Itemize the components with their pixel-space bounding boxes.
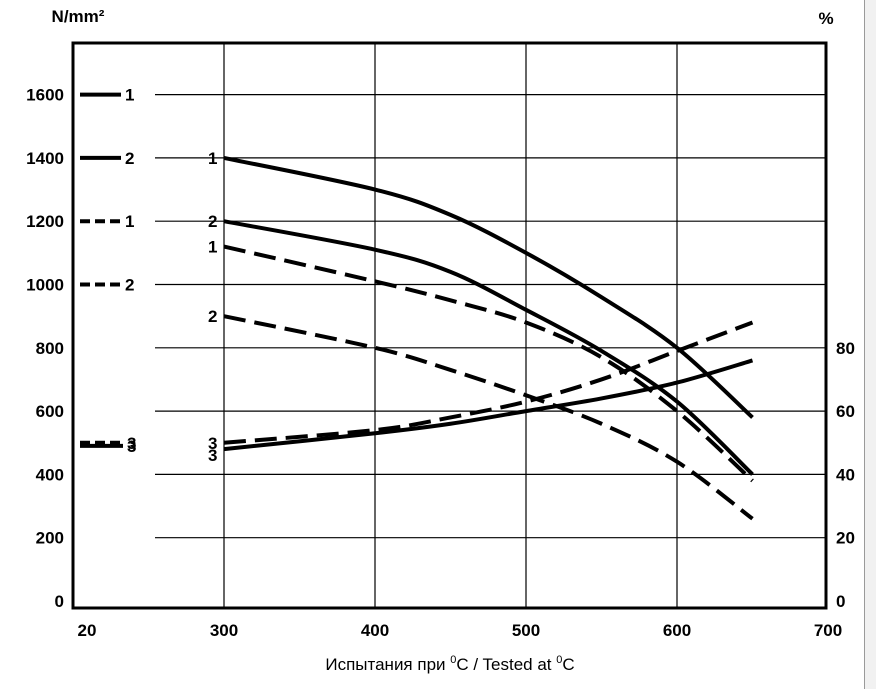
series-dashed-1 bbox=[223, 244, 754, 483]
x-label-prefix: Испытания при bbox=[325, 655, 450, 674]
series-label-dashed-3: 3 bbox=[208, 434, 217, 453]
series-label-solid-3: 3 bbox=[208, 446, 217, 465]
x-label-sup-2: 0 bbox=[556, 654, 562, 666]
y-right-tick-label: 80 bbox=[836, 339, 855, 358]
labels-group: 300 400 500 600 7002002004006008001000120014… bbox=[26, 86, 855, 640]
y-left-tick-label: 1600 bbox=[26, 86, 64, 105]
x-tick-label: 400 bbox=[361, 621, 389, 640]
plot-frame bbox=[71, 41, 828, 610]
x-tick-label: 700 bbox=[814, 621, 842, 640]
y-left-tick-label: 0 bbox=[55, 592, 64, 611]
y-left-unit: N/mm² bbox=[52, 7, 105, 26]
series-solid-3 bbox=[223, 358, 754, 452]
y-right-unit: % bbox=[818, 9, 833, 28]
x-label-end: C bbox=[562, 655, 574, 674]
series-label-solid-2: 2 bbox=[208, 212, 217, 231]
series-label-dashed-2: 2 bbox=[208, 307, 217, 326]
y-right-tick-label: 60 bbox=[836, 402, 855, 421]
series-solid-1 bbox=[223, 155, 754, 419]
x-label-mid: C / Tested at bbox=[456, 655, 556, 674]
y-right-tick-label: 0 bbox=[836, 592, 845, 611]
room-temp-label: 1 bbox=[125, 212, 134, 231]
x-tick-label: 500 bbox=[512, 621, 540, 640]
series-label-dashed-1: 1 bbox=[208, 238, 217, 257]
series-dashed-3 bbox=[223, 320, 754, 445]
x-tick-label: 300 bbox=[210, 621, 238, 640]
y-left-tick-label: 400 bbox=[36, 465, 64, 484]
y-left-tick-label: 1400 bbox=[26, 149, 64, 168]
window-scrollbar[interactable] bbox=[864, 0, 876, 689]
grid bbox=[155, 43, 826, 608]
y-left-tick-label: 1000 bbox=[26, 276, 64, 295]
x-axis-label: Испытания при 0C / Tested at 0C bbox=[325, 654, 574, 674]
room-temp-label: 2 bbox=[125, 276, 134, 295]
series-label-solid-1: 1 bbox=[208, 149, 217, 168]
room-temp-reference-lines bbox=[80, 92, 123, 448]
y-left-tick-label: 600 bbox=[36, 402, 64, 421]
series-solid-2 bbox=[223, 219, 754, 476]
y-left-tick-label: 800 bbox=[36, 339, 64, 358]
room-temp-label: 1 bbox=[125, 86, 134, 105]
room-temp-label: 3 bbox=[127, 437, 136, 456]
x-tick-label: 600 bbox=[663, 621, 691, 640]
x-label-sup-1: 0 bbox=[450, 654, 456, 666]
x-tick-label-first: 20 bbox=[78, 621, 97, 640]
y-left-tick-label: 1200 bbox=[26, 212, 64, 231]
series-dashed-2 bbox=[223, 314, 754, 521]
room-temp-label: 3 bbox=[127, 434, 136, 453]
series-group bbox=[223, 155, 754, 521]
y-right-tick-label: 40 bbox=[836, 465, 855, 484]
room-temp-label: 2 bbox=[125, 149, 134, 168]
y-left-tick-label: 200 bbox=[36, 529, 64, 548]
y-right-tick-label: 20 bbox=[836, 529, 855, 548]
